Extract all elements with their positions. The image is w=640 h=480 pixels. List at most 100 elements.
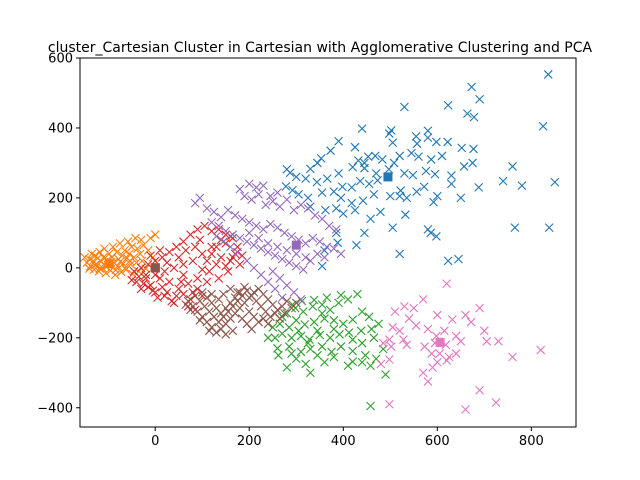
cluster-2-point (329, 315, 339, 325)
cluster-3-point (141, 270, 151, 280)
cluster-0-point (400, 210, 410, 220)
cluster-1-point (124, 249, 134, 259)
x-tick-label: 400 (331, 434, 356, 449)
cluster-0-point (285, 168, 295, 178)
cluster-4-point (258, 224, 268, 234)
cluster-0-point (337, 182, 347, 192)
cluster-4-point (251, 183, 261, 192)
cluster-0-point (331, 204, 341, 213)
cluster-2-point (352, 289, 362, 299)
cluster-6-point (482, 336, 492, 346)
cluster-3-point (164, 277, 174, 287)
cluster-4-point (242, 256, 252, 266)
cluster-4-point (266, 219, 275, 229)
cluster-4-point (268, 197, 278, 206)
cluster-1-point (115, 238, 125, 248)
cluster-4-point (214, 221, 224, 231)
cluster-3-point (139, 279, 148, 288)
cluster-3-point (197, 265, 207, 274)
cluster-2-point (296, 331, 306, 341)
cluster-6-point (466, 317, 476, 327)
cluster-4-point (268, 266, 278, 276)
cluster-4-point (282, 280, 292, 290)
cluster-3-point (235, 259, 245, 269)
cluster-4-point (266, 191, 275, 201)
cluster-1-point (117, 251, 127, 261)
cluster-2-point (282, 363, 292, 372)
cluster-2-point (309, 295, 319, 305)
cluster-6-point (384, 335, 394, 344)
cluster-3-point (153, 293, 162, 302)
cluster-2-point (268, 322, 278, 332)
cluster-0-point (510, 223, 520, 233)
cluster-2-point (343, 294, 353, 304)
cluster-5-point (221, 329, 231, 339)
cluster-4-point (324, 221, 334, 231)
cluster-2-point (303, 338, 313, 348)
cluster-4-point (310, 211, 320, 220)
cluster-4-point (209, 207, 219, 217)
cluster-0-point (350, 205, 360, 215)
cluster-2-point (305, 344, 315, 354)
cluster-3-point (197, 249, 207, 259)
cluster-2-point (317, 300, 327, 309)
cluster-6-point (420, 342, 430, 351)
cluster-0-point (294, 190, 304, 199)
cluster-5-point (211, 328, 221, 337)
cluster-0-point (468, 158, 477, 168)
y-tick-label: −400 (37, 401, 73, 416)
cluster-0-point (350, 142, 360, 152)
cluster-2-point (313, 326, 322, 336)
cluster-4-point (287, 231, 296, 241)
cluster-1-point (95, 264, 105, 273)
chart-title: cluster_Cartesian Cluster in Cartesian w… (48, 40, 593, 56)
cluster-4-point (202, 204, 212, 213)
cluster-4-point (291, 261, 301, 271)
cluster-4-point (315, 237, 325, 247)
cluster-2-point (284, 322, 294, 332)
cluster-3-point (136, 284, 146, 294)
cluster-2-point (287, 349, 296, 358)
cluster-6-point (376, 359, 386, 369)
cluster-0-point (281, 181, 291, 191)
cluster-0-point (305, 164, 315, 174)
cluster-0-point (291, 172, 301, 182)
cluster-0-point (326, 146, 335, 156)
cluster-2-point (270, 333, 280, 343)
cluster-5-point (233, 287, 242, 297)
cluster-0-point (363, 152, 373, 162)
cluster-1-point (108, 242, 118, 252)
cluster-2-point (344, 328, 354, 337)
cluster-0-point (395, 249, 405, 259)
cluster-2-point (320, 357, 329, 367)
cluster-4-point (221, 226, 231, 236)
cluster-3-point (160, 266, 170, 276)
cluster-4-point (242, 237, 252, 247)
cluster-2-point (291, 315, 301, 325)
cluster-2-point (329, 324, 339, 334)
cluster-3-point (197, 291, 207, 301)
cluster-3-point (200, 221, 209, 231)
cluster-0-point (385, 191, 395, 201)
cluster-3-point (207, 249, 217, 259)
cluster-5-point (282, 296, 292, 306)
cluster-2-point (360, 350, 370, 360)
cluster-0-point (358, 196, 368, 206)
cluster-0-point (467, 82, 477, 92)
cluster-1-point (132, 244, 142, 254)
cluster-0-point (447, 179, 456, 189)
cluster-4-point (303, 204, 313, 213)
cluster-4-point (235, 233, 245, 243)
cluster-0-point (369, 190, 379, 199)
cluster-4-point (301, 238, 311, 248)
cluster-4-point (247, 195, 256, 205)
cluster-5-point (263, 319, 273, 329)
cluster-6-point (447, 315, 457, 325)
cluster-0-point (303, 193, 313, 203)
cluster-0-point (543, 70, 553, 79)
cluster-4-point (317, 214, 327, 224)
cluster-2-point (357, 307, 367, 316)
x-tick-label: 200 (237, 434, 262, 449)
cluster-0-point (333, 238, 343, 248)
